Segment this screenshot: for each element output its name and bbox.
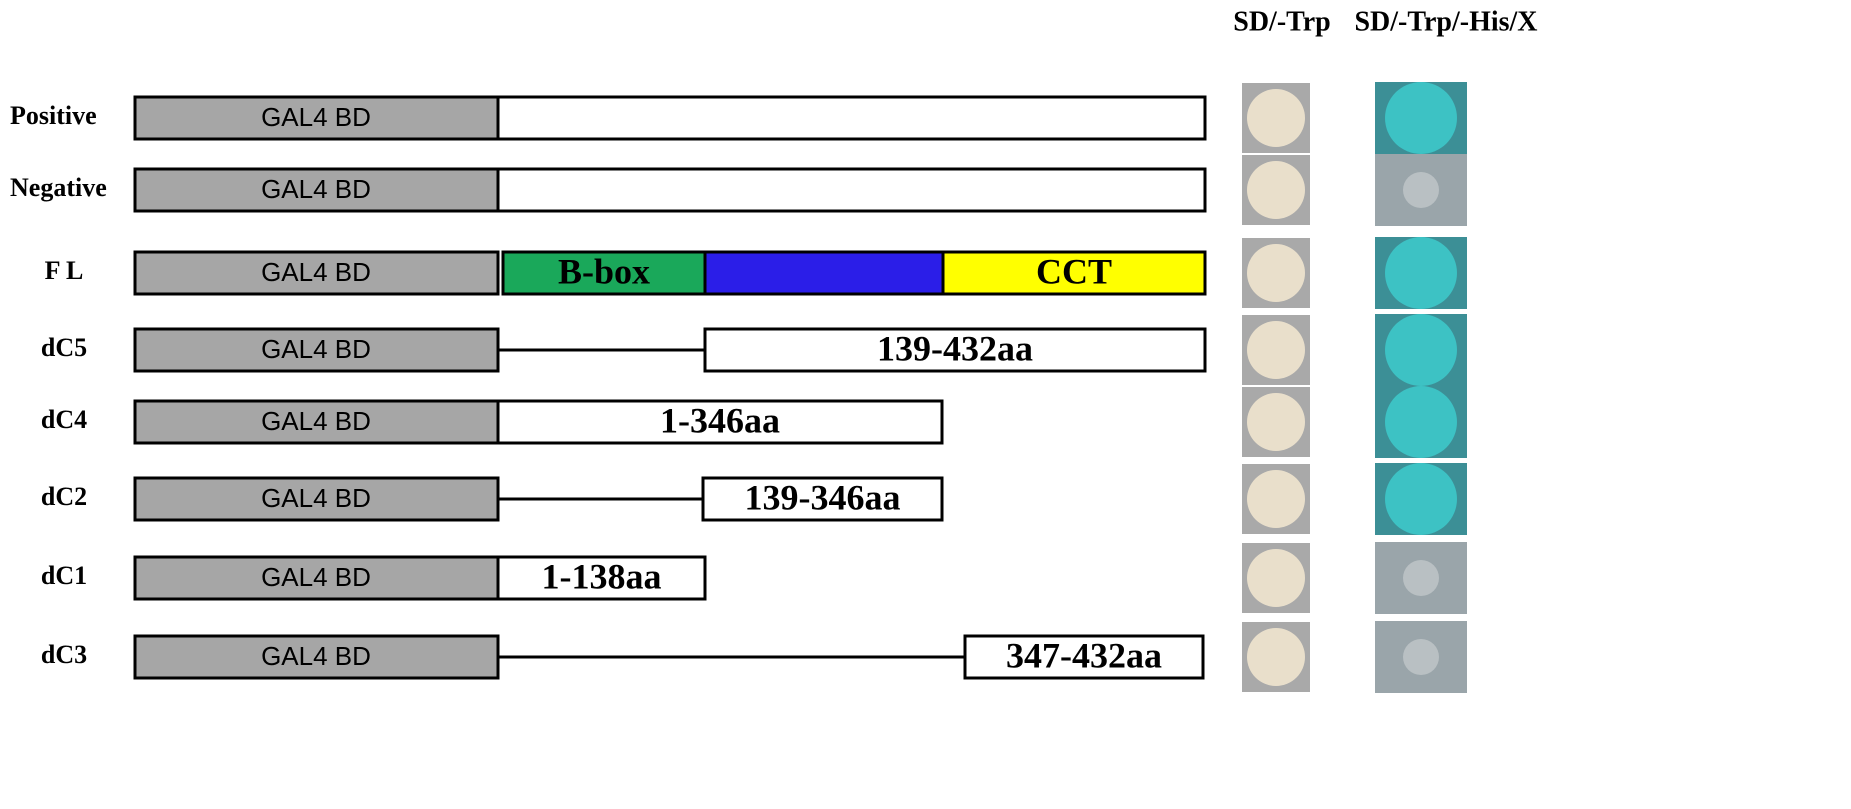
colony [1247,161,1305,219]
domain-box [941,250,1207,296]
segment-label: CCT [1036,251,1112,291]
domain-box [963,634,1205,680]
segment-label: 139-432aa [877,328,1033,368]
colony [1385,237,1457,309]
segment-label: 139-346aa [745,477,901,517]
bd-label: GAL4 BD [261,483,371,513]
segment-label: 1-346aa [660,400,780,440]
colony [1247,393,1305,451]
row-label: dC2 [41,482,87,511]
domain-box [501,250,707,296]
bd-box [133,476,500,522]
segment-label: B-box [558,251,650,291]
row-label: dC4 [41,405,87,434]
colony [1403,560,1439,596]
domain-box [496,95,1207,141]
bd-label: GAL4 BD [261,334,371,364]
column-header: SD/-Trp/-His/X [1354,6,1537,37]
column-header: SD/-Trp [1233,6,1331,37]
colony [1385,314,1457,386]
domain-box [703,327,1207,373]
bd-label: GAL4 BD [261,641,371,671]
colony [1403,172,1439,208]
row-label: F L [45,256,84,285]
bd-box [133,95,500,141]
bd-box [133,250,500,296]
bd-box [133,555,500,601]
domain-box [703,250,945,296]
colony [1247,549,1305,607]
colony [1385,463,1457,535]
colony [1385,386,1457,458]
bd-box [133,399,500,445]
row-label: dC1 [41,561,87,590]
domain-box [496,399,944,445]
colony [1247,628,1305,686]
bd-box [133,634,500,680]
row-label: Positive [10,101,97,130]
bd-label: GAL4 BD [261,406,371,436]
domain-box [496,167,1207,213]
bd-box [133,167,500,213]
row-label: dC5 [41,333,87,362]
segment-label: 1-138aa [542,556,662,596]
row-label: dC3 [41,640,87,669]
row-label: Negative [10,173,107,202]
colony [1385,82,1457,154]
segment-label: 347-432aa [1006,635,1162,675]
bd-label: GAL4 BD [261,562,371,592]
colony [1247,89,1305,147]
domain-box [701,476,944,522]
colony [1247,321,1305,379]
bd-box [133,327,500,373]
colony [1247,470,1305,528]
colony [1403,639,1439,675]
bd-label: GAL4 BD [261,257,371,287]
bd-label: GAL4 BD [261,174,371,204]
bd-label: GAL4 BD [261,102,371,132]
colony [1247,244,1305,302]
